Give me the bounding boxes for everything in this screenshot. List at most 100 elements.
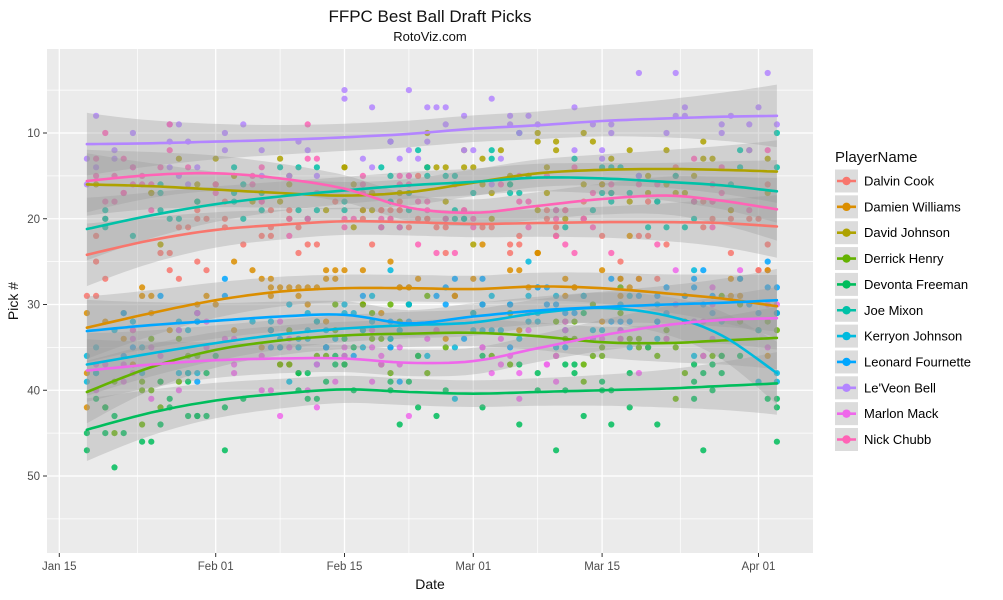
scatter-point (102, 361, 109, 368)
legend-item-leonard-fournette[interactable]: Leonard Fournette (835, 350, 971, 374)
scatter-point (359, 344, 366, 351)
legend-item-david-johnson[interactable]: David Johnson (835, 221, 950, 245)
scatter-point (139, 438, 146, 445)
scatter-point (589, 189, 597, 197)
scatter-point (166, 215, 173, 222)
legend-item-marlon-mack[interactable]: Marlon Mack (835, 402, 939, 426)
scatter-point (645, 224, 652, 231)
scatter-point (737, 292, 744, 299)
scatter-point (663, 335, 670, 342)
scatter-point (185, 370, 192, 377)
scatter-point (589, 352, 597, 359)
scatter-point (534, 249, 541, 257)
scatter-point (258, 164, 265, 171)
scatter-point (139, 344, 146, 351)
scatter-point (304, 121, 311, 128)
scatter-point (516, 335, 523, 342)
scatter-point (451, 344, 458, 351)
scatter-point (166, 121, 173, 128)
scatter-point (369, 310, 376, 317)
scatter-point (415, 275, 422, 282)
scatter-point (120, 335, 127, 342)
scatter-point (562, 275, 569, 282)
scatter-point (267, 318, 274, 325)
legend-item-label: Dalvin Cook (864, 174, 935, 189)
scatter-point (488, 215, 495, 222)
scatter-point (553, 447, 560, 454)
scatter-point (562, 318, 569, 325)
scatter-point (488, 181, 495, 188)
scatter-point (571, 310, 578, 317)
scatter-point (424, 335, 431, 342)
legend-item-nick-chubb[interactable]: Nick Chubb (835, 428, 931, 451)
legend-key-point (842, 409, 851, 418)
legend-item-kerryon-johnson[interactable]: Kerryon Johnson (835, 324, 962, 348)
scatter-point (562, 361, 569, 368)
scatter-point (553, 292, 560, 299)
scatter-point (663, 147, 670, 154)
scatter-point (148, 344, 155, 351)
scatter-point (332, 378, 339, 385)
scatter-point (433, 292, 440, 299)
scatter-point (212, 155, 219, 162)
scatter-point (332, 301, 339, 308)
scatter-point (120, 310, 127, 317)
scatter-point (626, 198, 633, 205)
scatter-point (240, 215, 247, 222)
confidence-ribbon (86, 149, 777, 241)
scatter-point (488, 370, 495, 377)
legend-item-joe-mixon[interactable]: Joe Mixon (835, 298, 923, 322)
scatter-point (221, 275, 228, 282)
scatter-point (350, 224, 357, 231)
scatter-point (534, 129, 541, 137)
scatter-point (543, 164, 551, 171)
legend-item-dalvin-cook[interactable]: Dalvin Cook (835, 169, 935, 193)
scatter-point (332, 198, 339, 205)
scatter-point (746, 147, 753, 154)
scatter-point (737, 147, 744, 154)
scatter-point (525, 292, 532, 299)
scatter-point (461, 112, 468, 119)
scatter-point (727, 275, 735, 282)
scatter-point (691, 361, 698, 368)
scatter-point (424, 352, 431, 359)
scatter-point (83, 378, 90, 385)
scatter-point (185, 224, 192, 231)
x-tick-label: Mar 01 (455, 561, 491, 573)
scatter-point (267, 327, 274, 334)
trend-line (85, 285, 779, 329)
x-tick-label: Mar 15 (584, 561, 620, 573)
scatter-point (231, 327, 238, 334)
scatter-point (543, 207, 551, 214)
scatter-point (369, 327, 376, 334)
legend-item-devonta-freeman[interactable]: Devonta Freeman (835, 272, 968, 296)
scatter-point (203, 412, 210, 420)
legend-item-damien-williams[interactable]: Damien Williams (835, 195, 961, 219)
legend-item-le-veon-bell[interactable]: Le'Veon Bell (835, 376, 936, 400)
scatter-point (157, 249, 164, 257)
scatter-point (387, 370, 394, 377)
scatter-point (350, 344, 357, 351)
legend-item-derrick-henry[interactable]: Derrick Henry (835, 247, 944, 271)
scatter-point (608, 121, 615, 128)
scatter-point (231, 164, 238, 171)
scatter-point (341, 87, 348, 94)
scatter-point (378, 361, 385, 368)
scatter-point (102, 275, 109, 282)
scatter-point (221, 215, 228, 222)
scatter-point (387, 344, 394, 351)
scatter-point (221, 447, 228, 454)
scatter-point (525, 112, 532, 119)
scatter-point (295, 224, 302, 231)
scatter-point (442, 172, 449, 179)
scatter-point (129, 327, 136, 334)
scatter-point (185, 164, 192, 171)
scatter-point (654, 335, 661, 342)
scatter-point (304, 147, 311, 154)
scatter-point (83, 430, 90, 437)
scatter-point (175, 327, 182, 334)
scatter-point (691, 267, 698, 274)
trend-line (85, 219, 779, 257)
scatter-point (378, 310, 385, 317)
scatter-point (764, 147, 771, 154)
